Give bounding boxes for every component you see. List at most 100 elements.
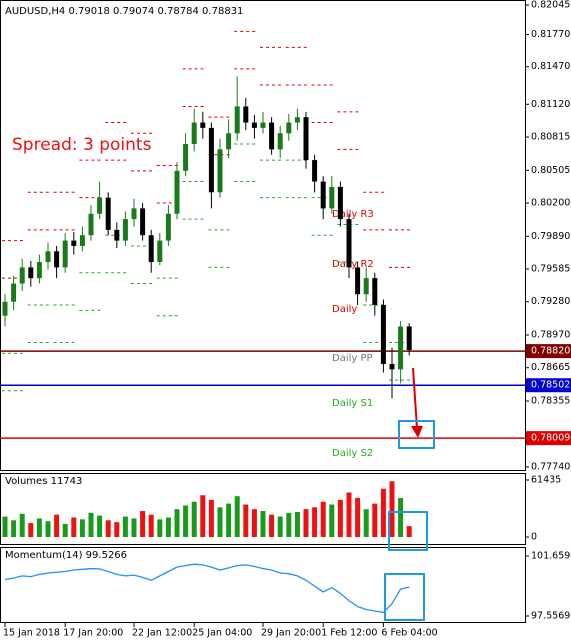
candle-body <box>243 106 249 123</box>
volume-bar <box>165 517 171 537</box>
volume-bar <box>191 501 197 537</box>
candle-body <box>19 267 25 284</box>
candle-body <box>363 278 369 295</box>
candle-body <box>28 267 34 279</box>
candle-body <box>114 229 120 241</box>
highlight-box <box>384 573 425 621</box>
volume-bar <box>97 515 103 537</box>
volume-bar <box>234 496 240 537</box>
volume-bar <box>19 513 25 537</box>
candle-body <box>79 235 85 246</box>
volume-bar <box>62 524 68 537</box>
volume-bar <box>226 503 232 537</box>
volume-bar <box>406 526 412 537</box>
candle-body <box>140 208 146 236</box>
volume-bar <box>286 512 292 537</box>
volume-bar <box>208 499 214 537</box>
spread-label: Spread: 3 points <box>12 135 152 155</box>
candle-body <box>148 235 154 263</box>
candle-body <box>45 251 51 263</box>
volume-bar <box>45 521 51 537</box>
y-tick-label: 0.81470 <box>531 61 570 72</box>
volume-bar <box>174 509 180 537</box>
volume-bar <box>312 507 318 537</box>
candle-body <box>380 304 386 364</box>
highlight-box <box>388 511 428 551</box>
volume-bar <box>217 507 223 537</box>
volume-bar <box>337 499 343 537</box>
volume-bar <box>251 509 257 537</box>
pivot-label: Daily PP <box>332 353 373 364</box>
candle-body <box>105 197 111 230</box>
candle-body <box>191 122 197 145</box>
volume-bar <box>329 504 335 537</box>
candle-body <box>372 278 378 305</box>
candle-body <box>226 133 232 150</box>
x-tick-label: 1 Feb 12:00 <box>321 628 377 639</box>
candle-body <box>36 262 42 279</box>
x-tick-label: 15 Jan 2018 <box>3 628 60 639</box>
volume-bar <box>355 498 361 537</box>
volume-bar <box>122 516 128 537</box>
volume-bar <box>269 514 275 537</box>
price-label-bg <box>526 378 571 393</box>
volume-bar <box>148 514 154 537</box>
volume-title: Volumes 11743 <box>5 476 82 487</box>
candle-body <box>200 122 206 128</box>
candle-body <box>251 122 257 128</box>
y-tick-label: 0.82045 <box>531 0 570 11</box>
y-tick-label: 0 <box>531 532 537 543</box>
candle-body <box>277 133 283 150</box>
volume-bar <box>398 498 404 537</box>
candle-body <box>406 326 412 351</box>
candle-body <box>346 219 352 268</box>
pivot-label: Daily R2 <box>332 259 374 270</box>
x-tick-label: 22 Jan 12:00 <box>132 628 192 639</box>
price-label: 0.78820 <box>531 346 570 357</box>
pivot-label: Daily R3 <box>332 209 374 220</box>
candle-body <box>88 213 94 236</box>
volume-bar <box>2 516 8 537</box>
candle-body <box>183 144 189 171</box>
chart-title: AUDUSD,H4 0.79018 0.79074 0.78784 0.7883… <box>5 6 243 17</box>
arrow <box>412 367 418 429</box>
candle-body <box>54 251 60 268</box>
y-tick-label: 0.81120 <box>531 99 570 110</box>
volume-bar <box>363 509 369 537</box>
volume-bar <box>320 501 326 537</box>
price-label-bg <box>526 431 571 446</box>
candle-body <box>286 122 292 134</box>
candle-body <box>398 326 404 370</box>
candle-body <box>217 149 223 193</box>
pivot-label: Daily <box>332 304 357 315</box>
y-tick-label: 0.78665 <box>531 362 570 373</box>
volume-bar <box>260 511 266 537</box>
candle-body <box>208 127 214 193</box>
y-tick-label: 0.80815 <box>531 132 570 143</box>
x-tick-label: 29 Jan 20:00 <box>261 628 321 639</box>
candle-body <box>303 117 309 161</box>
candle-body <box>320 181 326 209</box>
volume-bar <box>183 505 189 537</box>
x-tick-label: 25 Jan 04:00 <box>192 628 252 639</box>
momentum-title: Momentum(14) 99.5266 <box>5 550 127 561</box>
y-tick-label: 61435 <box>531 475 561 486</box>
momentum-panel <box>0 547 526 623</box>
candle-body <box>97 197 103 214</box>
candle-body <box>269 122 275 150</box>
volume-bar <box>140 511 146 537</box>
volume-bar <box>200 495 206 537</box>
candle-body <box>165 213 171 241</box>
y-tick-label: 0.80200 <box>531 198 570 209</box>
volume-bar <box>303 509 309 537</box>
x-tick-label: 6 Feb 04:00 <box>381 628 437 639</box>
y-tick-label: 0.77740 <box>531 461 570 472</box>
x-tick-label: 17 Jan 20:00 <box>63 628 123 639</box>
volume-bar <box>114 522 120 537</box>
y-tick-label: 0.79890 <box>531 231 570 242</box>
momentum-line <box>4 563 410 614</box>
candle-body <box>157 240 163 263</box>
price-label-bg <box>526 344 571 359</box>
candle-body <box>131 208 137 220</box>
